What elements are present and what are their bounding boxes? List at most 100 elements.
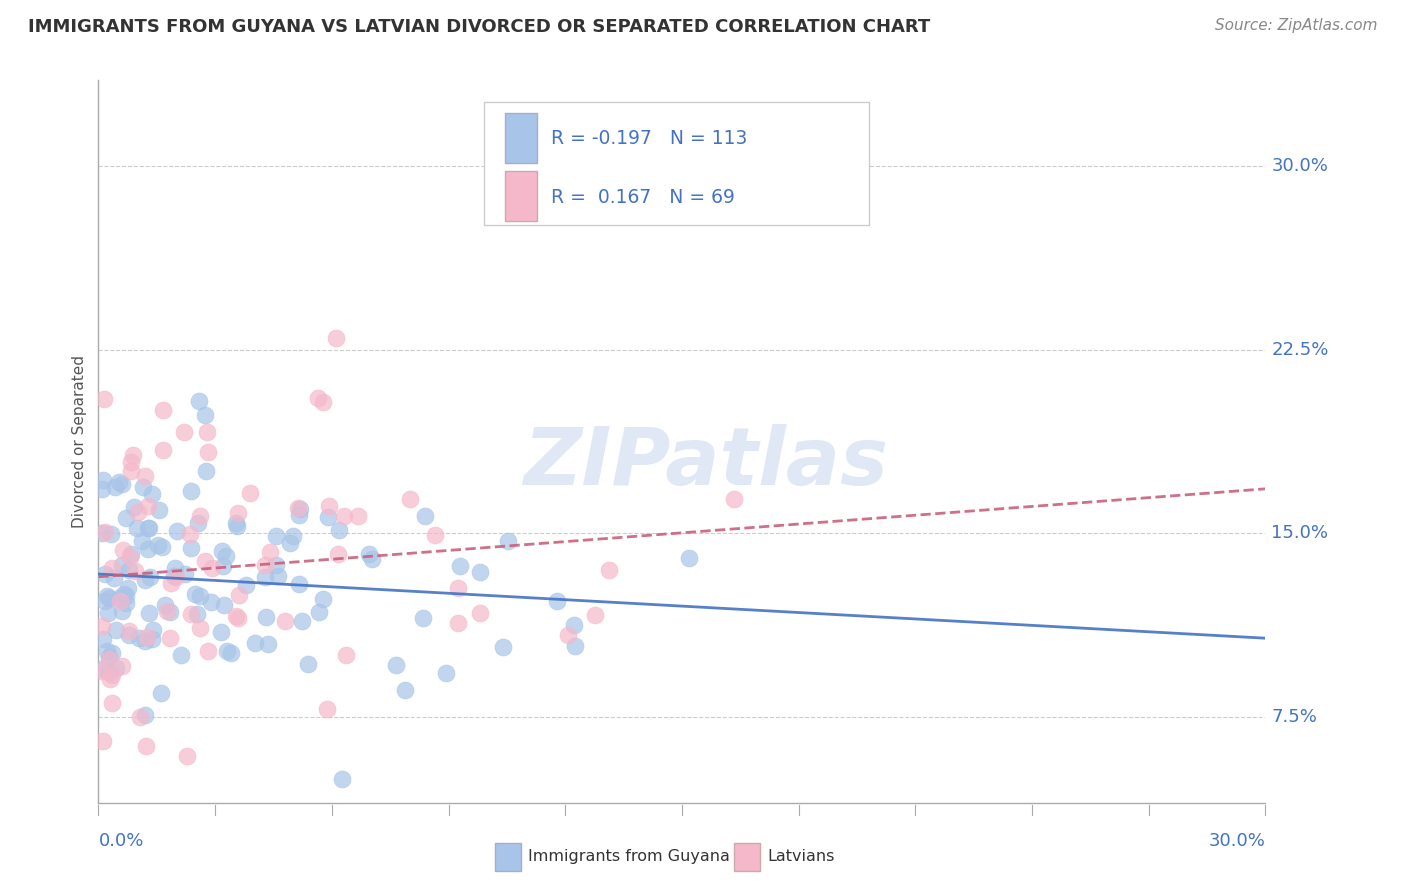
Point (209, 624, 232, 639)
Text: 30.0%: 30.0% (1209, 831, 1265, 850)
Point (118, 624, 141, 639)
Point (141, 487, 163, 501)
Text: Source: ZipAtlas.com: Source: ZipAtlas.com (1215, 18, 1378, 33)
Point (159, 605, 181, 619)
Point (96, 644, 118, 658)
Point (96, 589, 118, 603)
Point (180, 541, 202, 555)
Point (225, 518, 247, 533)
Point (159, 575, 181, 590)
Point (91, 473, 114, 487)
Point (128, 631, 150, 645)
Point (121, 448, 143, 462)
Point (266, 558, 288, 572)
Point (152, 443, 174, 458)
Point (254, 570, 277, 584)
Point (318, 510, 340, 524)
Point (288, 501, 311, 516)
Point (118, 550, 141, 565)
Point (239, 486, 262, 500)
Point (225, 609, 247, 624)
Point (225, 516, 247, 531)
Point (91, 619, 114, 633)
Point (101, 561, 124, 575)
Point (325, 331, 347, 345)
Point (254, 610, 277, 624)
Point (308, 605, 330, 619)
Point (546, 594, 568, 608)
Point (194, 408, 217, 422)
Point (142, 624, 165, 638)
Point (120, 455, 142, 469)
Point (176, 748, 198, 763)
Point (384, 657, 406, 672)
Point (326, 547, 349, 561)
Point (150, 540, 173, 554)
Point (180, 607, 202, 622)
Point (97, 649, 120, 664)
Point (127, 505, 149, 519)
Point (201, 561, 224, 575)
Point (112, 542, 135, 557)
Point (297, 657, 319, 671)
Point (103, 571, 125, 585)
Point (186, 607, 208, 621)
Point (159, 631, 181, 645)
Point (312, 395, 335, 409)
Point (93, 593, 115, 607)
Point (195, 464, 218, 478)
Point (332, 509, 354, 524)
Point (134, 634, 156, 648)
Point (108, 475, 131, 489)
Point (127, 521, 149, 535)
Point (359, 547, 381, 561)
Text: R = -0.197   N = 113: R = -0.197 N = 113 (551, 128, 748, 147)
Text: 7.5%: 7.5% (1271, 708, 1317, 726)
Point (149, 686, 172, 700)
Point (312, 591, 335, 606)
Point (598, 563, 620, 577)
Point (211, 544, 233, 558)
Point (98, 591, 121, 605)
Point (166, 524, 188, 538)
Point (94, 567, 117, 582)
Point (139, 569, 162, 583)
Point (318, 499, 340, 513)
Point (94, 524, 117, 539)
Point (212, 598, 235, 612)
Point (564, 639, 586, 653)
Point (170, 648, 193, 662)
Text: Latvians: Latvians (768, 849, 835, 864)
Point (215, 549, 238, 563)
Point (122, 500, 145, 515)
Point (228, 588, 250, 602)
Point (678, 551, 700, 566)
Point (91, 482, 114, 496)
Point (108, 591, 131, 605)
Point (110, 558, 132, 572)
Point (108, 594, 131, 608)
Point (91, 664, 114, 678)
Point (264, 529, 287, 543)
Point (117, 581, 139, 595)
Point (278, 535, 301, 549)
Point (124, 564, 146, 578)
Point (188, 508, 211, 523)
Bar (505, 112, 537, 163)
Point (165, 561, 187, 575)
Point (447, 581, 470, 595)
Point (195, 425, 218, 439)
Point (184, 587, 207, 601)
Point (105, 623, 128, 637)
Point (449, 558, 471, 573)
Point (136, 541, 159, 556)
Point (104, 479, 127, 493)
Point (118, 563, 141, 577)
Point (361, 551, 384, 566)
Point (131, 534, 153, 549)
Point (138, 521, 160, 535)
Bar (505, 170, 537, 221)
Text: 15.0%: 15.0% (1271, 524, 1329, 542)
Point (253, 558, 276, 572)
Point (111, 604, 134, 618)
